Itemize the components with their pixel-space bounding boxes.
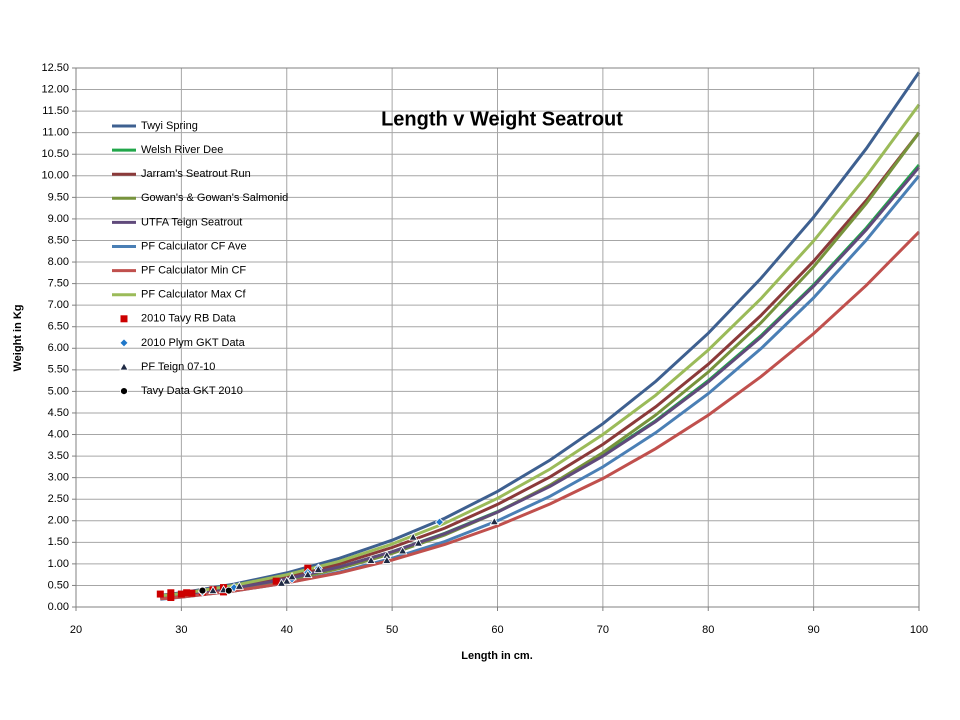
y-tick-label: 8.00: [48, 256, 69, 268]
x-tick-label: 90: [808, 624, 820, 636]
series-line: [160, 166, 921, 599]
legend-label: Gowan's & Gowan's Salmonid: [141, 192, 288, 204]
x-axis-title: Length in cm.: [461, 650, 533, 662]
legend-label: PF Calculator Max Cf: [141, 289, 246, 301]
y-tick-label: 10.00: [41, 170, 69, 182]
legend-label: PF Calculator CF Ave: [141, 240, 247, 252]
y-tick-label: 2.00: [48, 515, 69, 527]
legend-label: Tavy Data GKT 2010: [141, 385, 243, 397]
legend: Twyi Spring Welsh River Dee Jarram's Seatr…: [112, 120, 288, 397]
series-line: [160, 71, 921, 597]
point: [313, 564, 324, 573]
point: [397, 546, 408, 555]
y-tick-label: 6.00: [48, 342, 69, 354]
point: [408, 532, 418, 541]
y-tick-label: 12.00: [41, 83, 69, 95]
y-tick-label: 5.00: [48, 385, 69, 397]
point: [382, 555, 392, 564]
series-line: [160, 131, 921, 599]
x-tick-label: 70: [597, 624, 609, 636]
point: [183, 589, 191, 597]
y-tick-label: 8.50: [48, 234, 69, 246]
x-tick-label: 80: [702, 624, 714, 636]
legend-label: PF Teign 07-10: [141, 361, 215, 373]
y-tick-label: 3.50: [48, 450, 69, 462]
marks: [156, 71, 921, 602]
point: [413, 538, 424, 547]
point: [167, 589, 175, 597]
point: [167, 594, 175, 602]
point: [366, 555, 376, 564]
y-tick-label: 11.50: [42, 105, 69, 117]
y-tick-label: 4.00: [48, 428, 69, 440]
y-tick-label: 1.50: [48, 536, 69, 548]
legend-label: UTFA Teign Seatrout: [141, 216, 242, 228]
y-tick-label: 1.00: [48, 558, 69, 570]
point: [234, 581, 245, 590]
point: [188, 589, 196, 597]
legend-swatch: [119, 338, 129, 348]
legend-label: Jarram's Seatrout Run: [141, 168, 251, 180]
y-tick-label: 10.50: [41, 148, 69, 160]
legend-swatch: [120, 315, 128, 323]
legend-swatch: [119, 362, 129, 371]
legend-label: PF Calculator Min CF: [141, 265, 246, 277]
y-tick-label: 0.00: [48, 601, 69, 613]
point: [276, 578, 287, 587]
x-tick-label: 60: [491, 624, 503, 636]
y-axis-title: Weight in Kg: [12, 304, 24, 371]
y-tick-label: 7.50: [48, 278, 69, 290]
point: [208, 585, 218, 595]
point: [272, 577, 280, 585]
point: [224, 586, 233, 595]
point: [489, 516, 500, 526]
point: [198, 586, 207, 595]
legend-label: 2010 Tavy RB Data: [141, 313, 236, 325]
plot-border: [75, 67, 920, 608]
point: [434, 517, 445, 527]
point: [156, 590, 164, 598]
legend-swatch: [120, 387, 128, 396]
point: [282, 576, 292, 585]
series-line: [160, 230, 921, 601]
legend-label: 2010 Plym GKT Data: [141, 337, 246, 349]
x-tick-label: 50: [386, 624, 398, 636]
legend-label: Twyi Spring: [141, 120, 198, 132]
y-tick-label: 0.50: [48, 579, 69, 591]
y-tick-label: 4.50: [48, 407, 69, 419]
y-tick-label: 2.50: [48, 493, 69, 505]
y-tick-label: 9.50: [48, 191, 69, 203]
y-tick-label: 6.50: [48, 321, 69, 333]
series-line: [160, 103, 921, 598]
x-tick-label: 30: [175, 624, 187, 636]
y-tick-label: 7.00: [48, 299, 69, 311]
x-tick-label: 100: [910, 624, 928, 636]
point: [287, 572, 297, 581]
x-tick-label: 40: [281, 624, 293, 636]
y-tick-label: 3.00: [48, 472, 69, 484]
x-tick-label: 20: [70, 624, 82, 636]
point: [177, 590, 185, 598]
chart-title: Length v Weight Seatrout: [381, 108, 623, 130]
y-tick-label: 5.50: [48, 364, 69, 376]
y-tick-label: 11.00: [42, 127, 69, 139]
point: [303, 569, 313, 579]
y-tick-label: 12.50: [41, 62, 69, 74]
y-tick-label: 9.00: [48, 213, 69, 225]
legend-label: Welsh River Dee: [141, 144, 223, 156]
